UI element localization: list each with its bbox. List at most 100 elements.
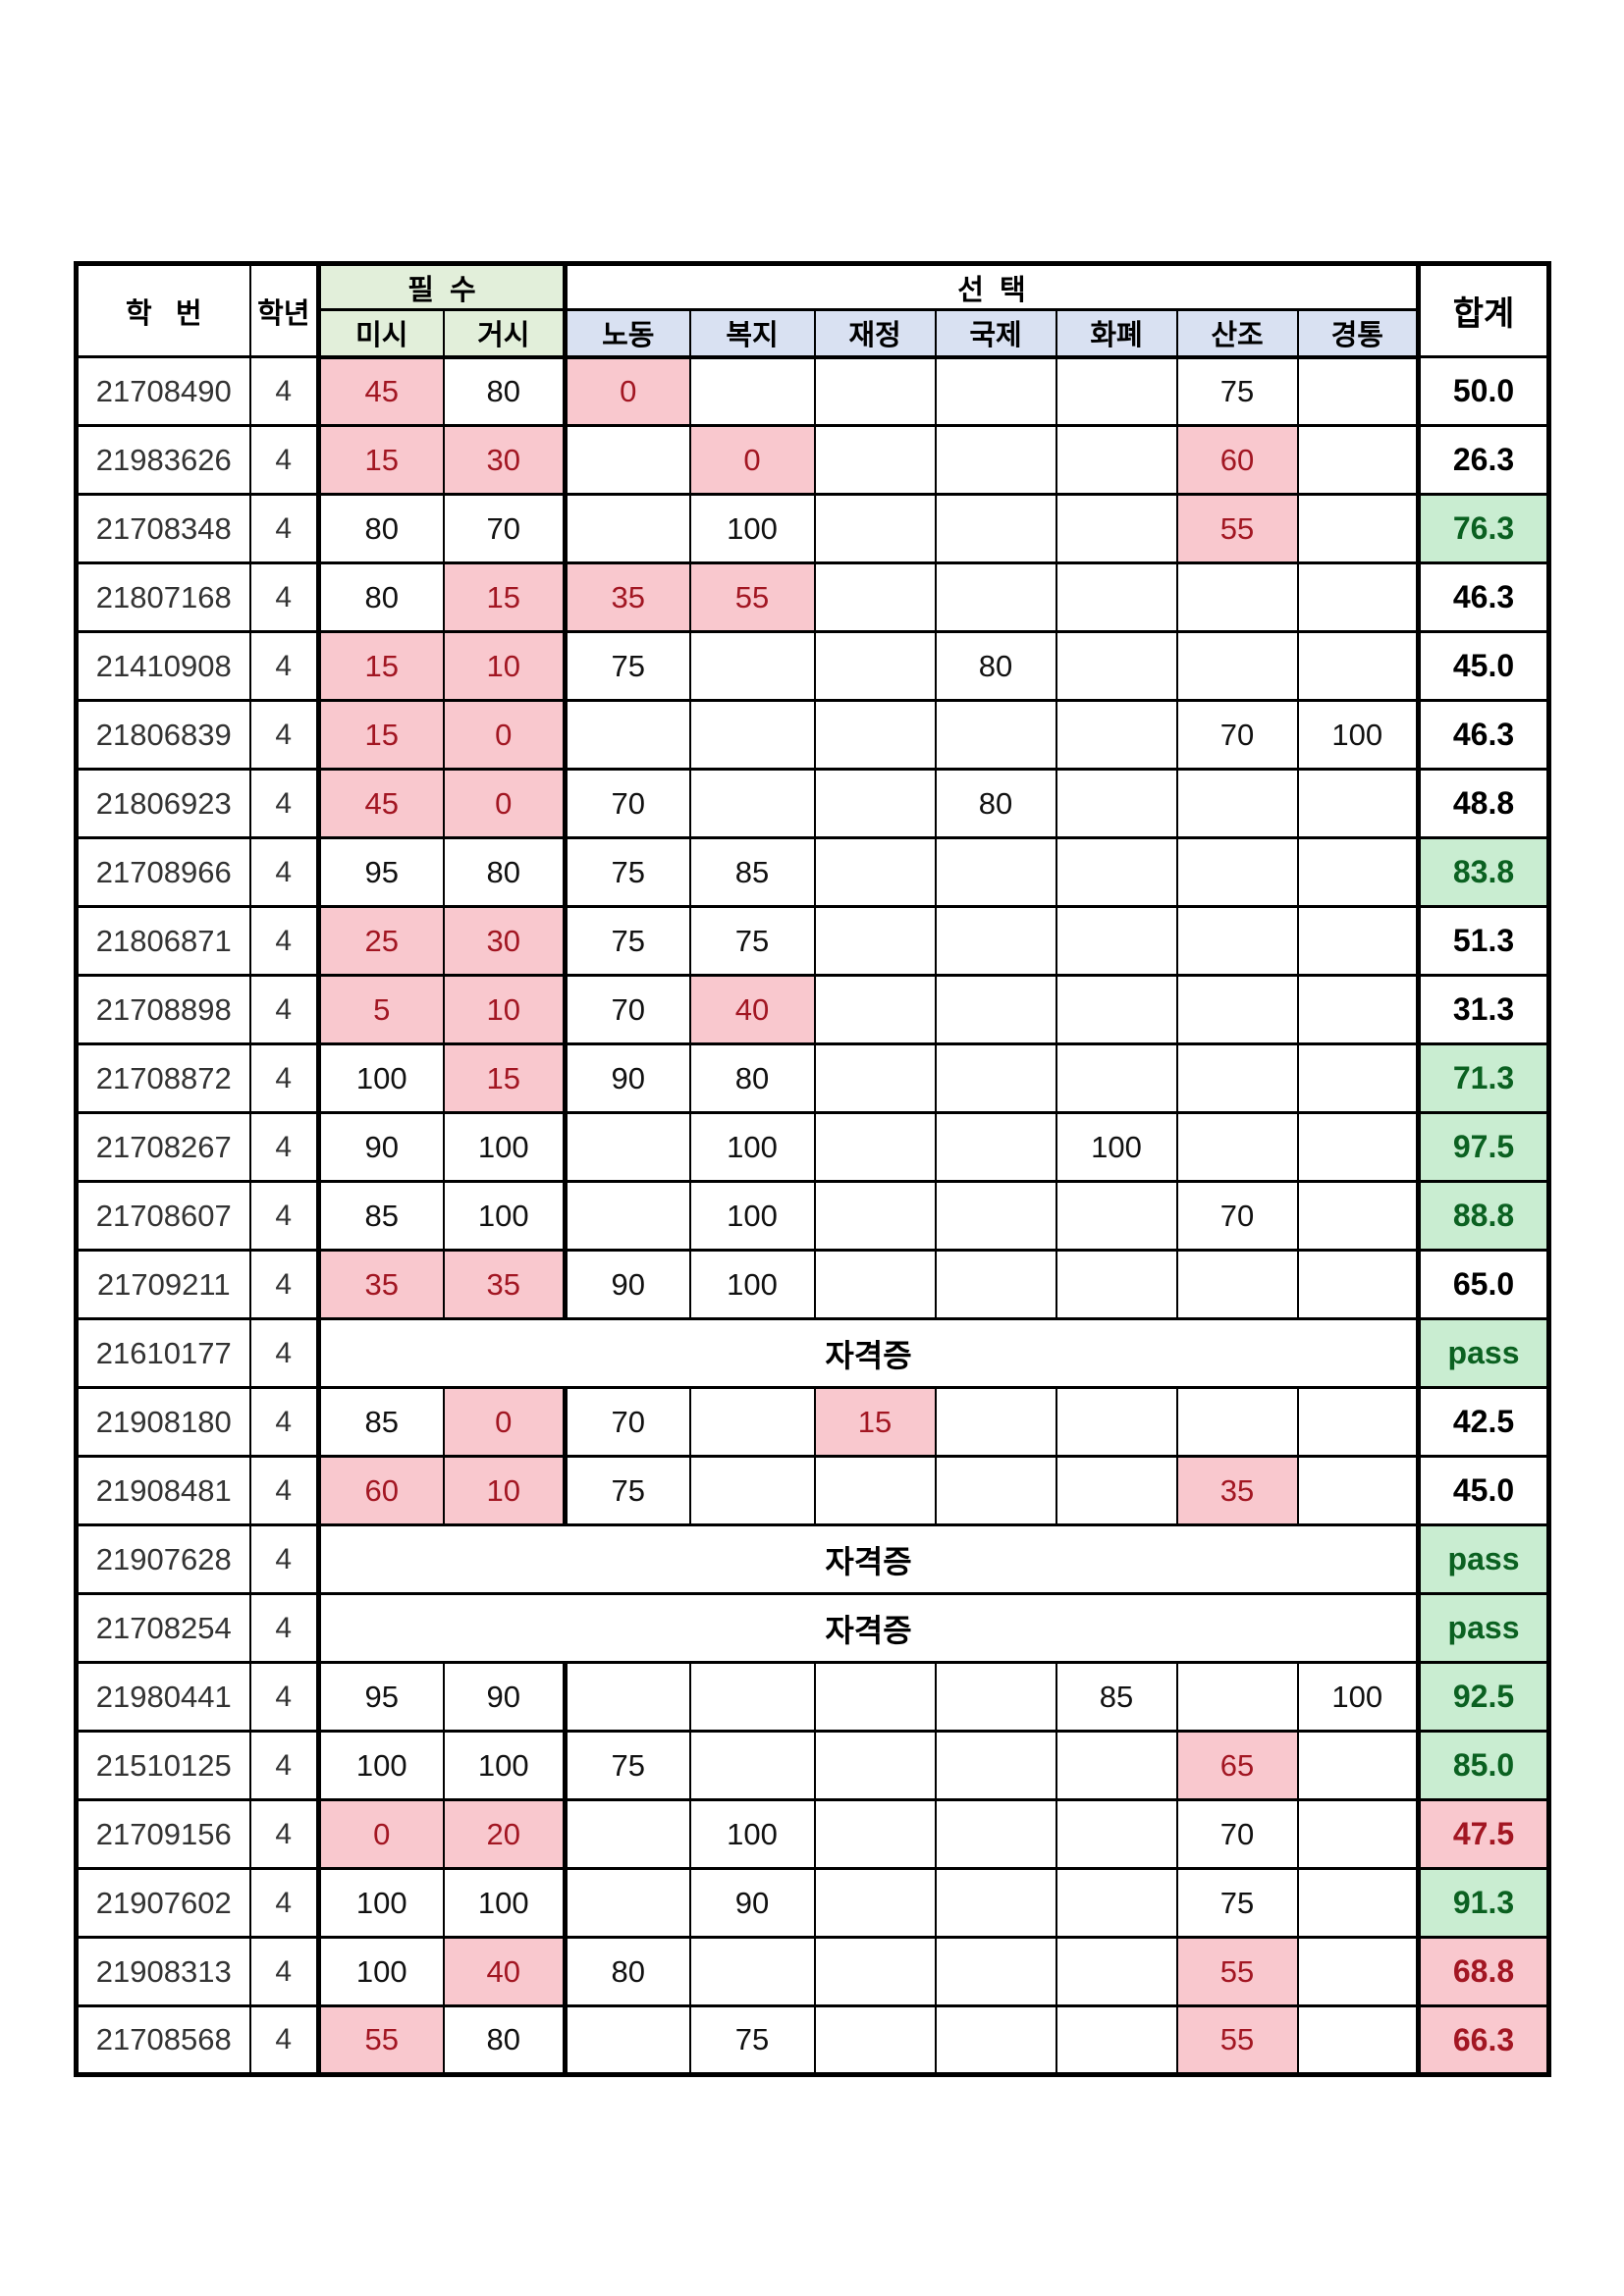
col-header-labor: 노동: [563, 308, 691, 359]
score-cell: [934, 1730, 1057, 1801]
score-cell: 60: [316, 1455, 445, 1526]
score-cell: 60: [1175, 424, 1299, 496]
table-row: 21708267 4 90 100 100 100 97.5: [75, 1111, 1550, 1183]
score-cell: [1055, 905, 1178, 977]
score-cell: 55: [688, 561, 816, 633]
score-cell: [813, 905, 937, 977]
header-row-subjects: 미시 거시 노동 복지 재정 국제 화폐 산조 경통: [77, 308, 1549, 359]
score-cell: 100: [688, 1249, 816, 1320]
score-cell: 80: [688, 1042, 816, 1114]
score-cell: [934, 355, 1057, 427]
score-cell: [813, 1936, 937, 2007]
score-cell: [1296, 768, 1420, 839]
total-cell: 68.8: [1416, 1936, 1550, 2007]
score-cell: [1175, 836, 1299, 908]
score-cell: [813, 1455, 937, 1526]
year-cell: 4: [248, 1386, 320, 1458]
student-id-cell: 21510125: [75, 1730, 251, 1801]
score-cell: [1296, 1111, 1420, 1183]
score-cell: [1055, 1455, 1178, 1526]
score-cell: [1296, 905, 1420, 977]
score-cell: 100: [1055, 1111, 1178, 1183]
total-cell: 46.3: [1416, 561, 1550, 633]
score-cell: [934, 1249, 1057, 1320]
score-cell: [1055, 493, 1178, 564]
score-cell: [1055, 355, 1178, 427]
col-header-macro: 거시: [442, 308, 567, 359]
score-cell: 85: [688, 836, 816, 908]
table-row: 21610177 4 자격증 pass: [75, 1317, 1550, 1389]
score-cell: [813, 699, 937, 771]
table-row: 21708898 4 5 10 70 40 31.3: [75, 974, 1550, 1045]
student-id-cell: 21410908: [75, 630, 251, 702]
total-cell: 91.3: [1416, 1867, 1550, 1939]
table-row: 21983626 4 15 30 0 60 26.3: [75, 424, 1550, 496]
student-id-cell: 21708568: [75, 2004, 251, 2076]
score-cell: [1296, 1798, 1420, 1870]
col-header-micro: 미시: [316, 308, 445, 359]
score-cell: 25: [316, 905, 445, 977]
score-cell: [1055, 768, 1178, 839]
score-cell: 30: [442, 905, 567, 977]
table-row: 21708490 4 45 80 0 75 50.0: [75, 355, 1550, 427]
year-cell: 4: [248, 768, 320, 839]
score-cell: 75: [1175, 355, 1299, 427]
score-cell: [813, 1730, 937, 1801]
year-cell: 4: [248, 1317, 320, 1389]
year-cell: 4: [248, 1180, 320, 1252]
total-cell: 83.8: [1416, 836, 1550, 908]
score-cell: [934, 561, 1057, 633]
score-cell: 15: [316, 630, 445, 702]
score-cell: 45: [316, 355, 445, 427]
score-cell: [688, 630, 816, 702]
score-cell: 90: [442, 1661, 567, 1733]
score-cell: 80: [316, 493, 445, 564]
score-cell: 80: [442, 836, 567, 908]
score-cell: 70: [563, 1386, 691, 1458]
score-cell: 45: [316, 768, 445, 839]
table-row: 21708966 4 95 80 75 85 83.8: [75, 836, 1550, 908]
year-cell: 4: [248, 424, 320, 496]
table-row: 21708254 4 자격증 pass: [75, 1592, 1550, 1664]
certificate-merged-cell: 자격증: [315, 1317, 1420, 1389]
score-cell: 100: [688, 493, 816, 564]
year-cell: 4: [248, 699, 320, 771]
score-cell: [1296, 974, 1420, 1045]
score-cell: 75: [563, 630, 691, 702]
score-cell: 75: [688, 905, 816, 977]
total-cell: 47.5: [1416, 1798, 1550, 1870]
score-cell: 75: [563, 1455, 691, 1526]
year-cell: 4: [248, 1730, 320, 1801]
year-cell: 4: [248, 1455, 320, 1526]
col-header-international: 국제: [934, 308, 1057, 359]
score-cell: [1055, 1042, 1178, 1114]
table-row: 21908180 4 85 0 70 15 42.5: [75, 1386, 1550, 1458]
col-header-money: 화폐: [1055, 308, 1178, 359]
col-header-finance: 재정: [813, 308, 937, 359]
score-cell: [934, 1386, 1057, 1458]
score-cell: 80: [316, 561, 445, 633]
col-header-econ-statistics: 경통: [1296, 308, 1420, 359]
score-cell: [1296, 1249, 1420, 1320]
score-cell: 0: [563, 355, 691, 427]
score-cell: [563, 424, 691, 496]
score-cell: 35: [316, 1249, 445, 1320]
score-cell: [934, 493, 1057, 564]
score-cell: [1055, 1936, 1178, 2007]
year-cell: 4: [248, 974, 320, 1045]
student-id-cell: 21806923: [75, 768, 251, 839]
table-row: 21410908 4 15 10 75 80 45.0: [75, 630, 1550, 702]
score-cell: 20: [442, 1798, 567, 1870]
score-cell: 80: [934, 768, 1057, 839]
table-row: 21708872 4 100 15 90 80 71.3: [75, 1042, 1550, 1114]
score-cell: 10: [442, 974, 567, 1045]
score-cell: [813, 424, 937, 496]
score-cell: [1296, 1386, 1420, 1458]
score-cell: 80: [442, 2004, 567, 2076]
score-cell: 80: [442, 355, 567, 427]
student-id-cell: 21708490: [75, 355, 251, 427]
table-row: 21806923 4 45 0 70 80 48.8: [75, 768, 1550, 839]
score-cell: [1296, 424, 1420, 496]
score-cell: [1296, 1180, 1420, 1252]
